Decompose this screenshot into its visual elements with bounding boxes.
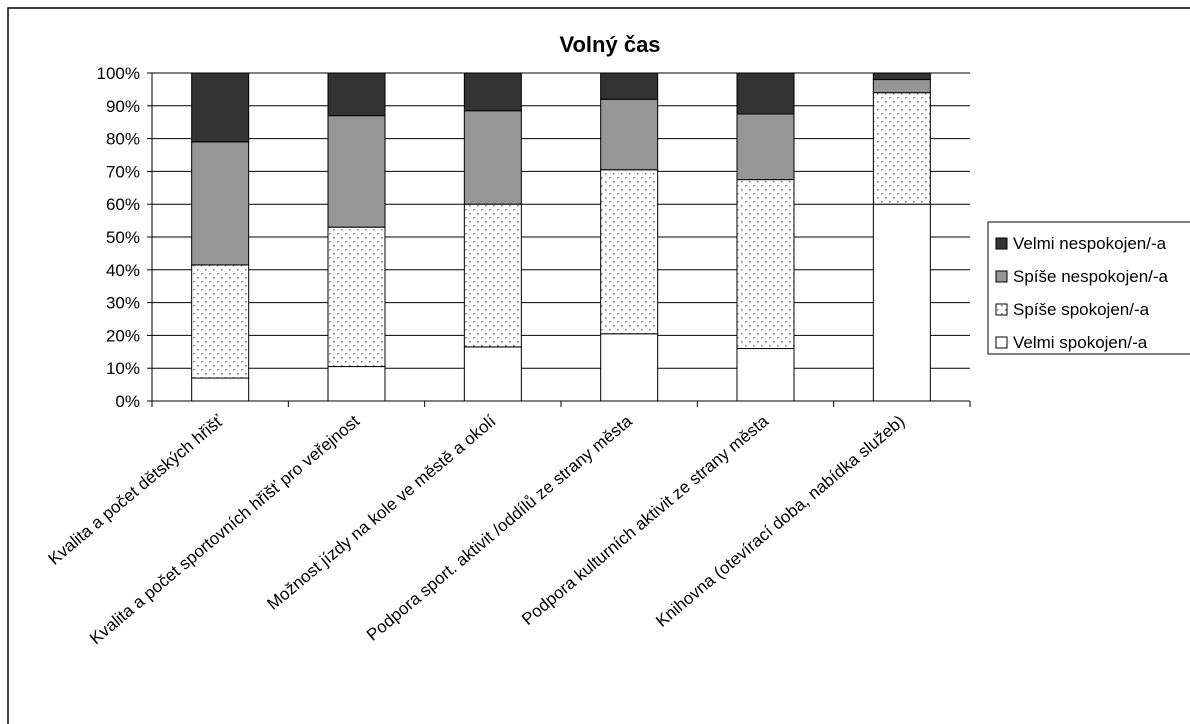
y-tick-label: 0% xyxy=(115,392,140,411)
legend-label: Spíše nespokojen/-a xyxy=(1013,267,1169,286)
bar-segment xyxy=(463,203,522,348)
bar-segment xyxy=(463,72,522,112)
chart-border xyxy=(7,7,1190,724)
bar-segment xyxy=(463,346,522,402)
legend-swatch xyxy=(995,270,1008,283)
bar-segment xyxy=(463,110,522,205)
bar-segment xyxy=(327,72,386,117)
bar-segment xyxy=(736,348,795,402)
y-tick-label: 10% xyxy=(106,359,140,378)
bar-segment xyxy=(736,113,795,181)
bar-segment xyxy=(872,203,931,402)
gridlines xyxy=(152,72,970,369)
y-tick-label: 80% xyxy=(106,130,140,149)
bar-segment xyxy=(191,141,250,266)
bar-segment xyxy=(872,92,931,205)
bar-segment xyxy=(600,98,659,171)
bars xyxy=(191,72,931,402)
bar-segment xyxy=(327,226,386,368)
y-tick-label: 20% xyxy=(106,326,140,345)
bar-segment xyxy=(191,377,250,402)
legend-label: Velmi spokojen/-a xyxy=(1013,333,1148,352)
y-tick-label: 60% xyxy=(106,195,140,214)
legend-swatch xyxy=(995,303,1008,316)
y-tick-label: 50% xyxy=(106,228,140,247)
legend-label: Velmi nespokojen/-a xyxy=(1013,234,1167,253)
bar-segment xyxy=(872,79,931,94)
bar-segment xyxy=(600,333,659,402)
y-tick-label: 40% xyxy=(106,261,140,280)
chart-title: Volný čas xyxy=(559,32,660,57)
bar-segment xyxy=(327,366,386,402)
legend-swatch xyxy=(995,237,1008,250)
legend-label: Spíše spokojen/-a xyxy=(1013,300,1150,319)
bar-segment xyxy=(191,72,250,143)
bar-segment xyxy=(191,264,250,379)
legend-box xyxy=(987,221,1190,355)
bar-segment xyxy=(327,115,386,228)
y-tick-label: 70% xyxy=(106,162,140,181)
legend-swatch xyxy=(995,336,1008,349)
bar-segment xyxy=(600,169,659,335)
bar-segment xyxy=(736,72,795,115)
bar-segment xyxy=(600,72,659,100)
y-tick-label: 30% xyxy=(106,294,140,313)
bar-segment xyxy=(872,72,931,81)
legend: Velmi nespokojen/-a Spíše nespokojen/-a Sp… xyxy=(987,221,1190,355)
y-tick-label: 90% xyxy=(106,97,140,116)
y-tick-label: 100% xyxy=(97,64,140,83)
bar-segment xyxy=(736,179,795,350)
